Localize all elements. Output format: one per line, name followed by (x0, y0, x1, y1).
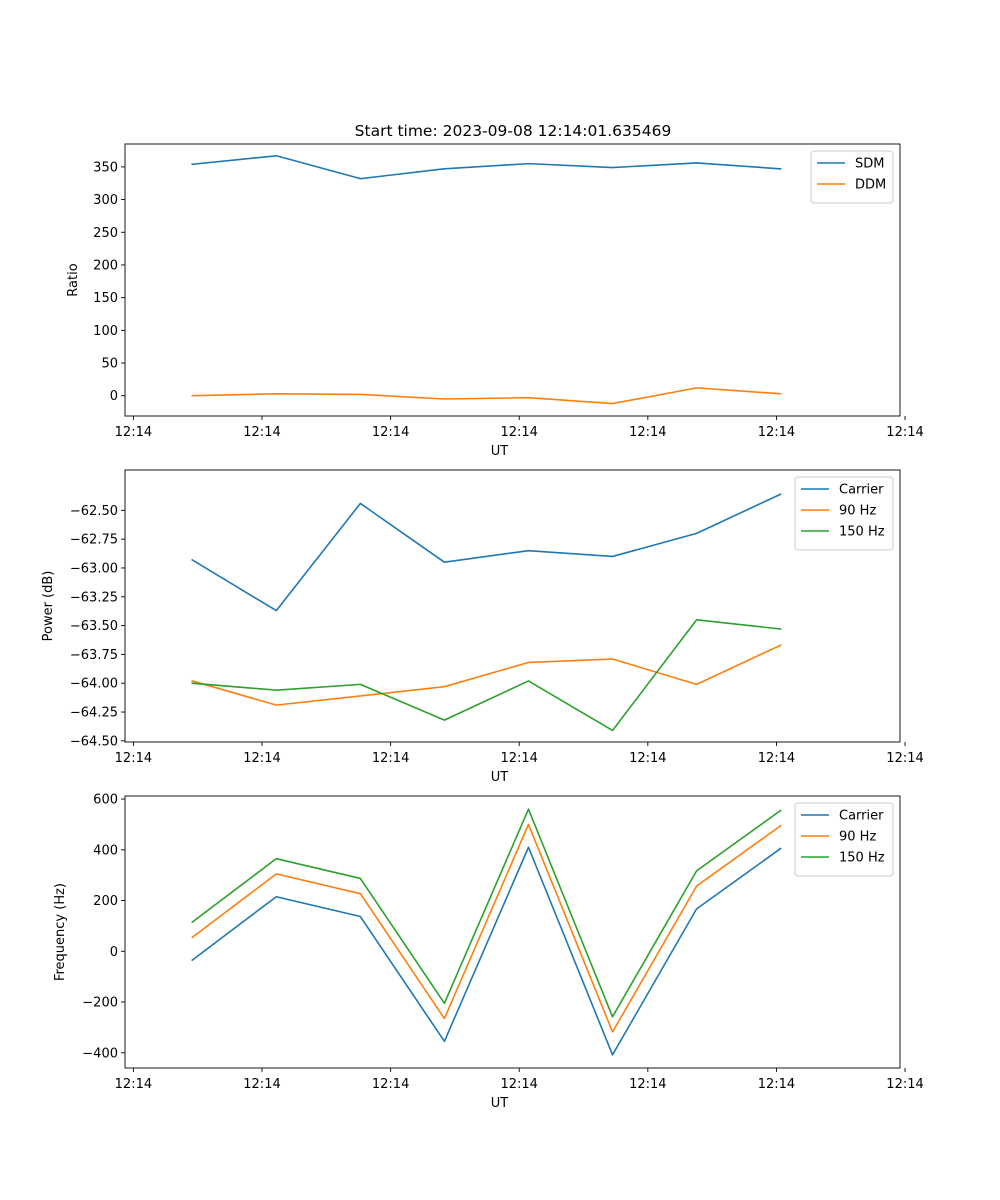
series-line-ddm (191, 387, 782, 405)
legend-label: 150 Hz (839, 851, 885, 866)
y-axis-label: Power (dB) (41, 571, 56, 642)
y-tick-label: −63.75 (70, 648, 118, 663)
series-line-sdm (191, 154, 782, 180)
x-tick-label: 12:14 (629, 425, 666, 440)
y-tick-label: −63.50 (70, 619, 118, 634)
series-line-90-hz (191, 644, 782, 706)
x-tick-label: 12:14 (886, 425, 923, 440)
y-tick-label: −63.25 (70, 590, 118, 605)
y-tick-label: 200 (93, 894, 118, 909)
axes-frame (124, 143, 901, 417)
y-tick-label: 0 (110, 945, 118, 960)
y-tick-label: 350 (93, 160, 118, 175)
legend-label: 150 Hz (839, 525, 885, 540)
y-tick-label: −400 (82, 1046, 118, 1061)
legend: Carrier 90 Hz 150 Hz (794, 802, 894, 877)
legend-label: 90 Hz (839, 830, 876, 845)
axes-frame (124, 469, 901, 743)
x-axis-label: UT (491, 444, 509, 459)
x-tick-label: 12:14 (243, 751, 280, 766)
x-tick-label: 12:14 (758, 751, 795, 766)
y-tick-label: 0 (110, 389, 118, 404)
x-tick-label: 12:14 (758, 1077, 795, 1092)
x-tick-label: 12:14 (115, 751, 152, 766)
axes-frame (124, 795, 901, 1069)
x-tick-label: 12:14 (115, 425, 152, 440)
x-tick-label: 12:14 (243, 1077, 280, 1092)
x-tick-label: 12:14 (115, 1077, 152, 1092)
x-tick-label: 12:14 (758, 425, 795, 440)
series-line-150-hz (191, 808, 782, 1018)
x-tick-label: 12:14 (500, 1077, 537, 1092)
y-tick-label: 250 (93, 226, 118, 241)
series-line-carrier (191, 493, 782, 612)
series-line-150-hz (191, 619, 782, 732)
x-axis-label: UT (491, 1096, 509, 1111)
y-tick-label: 400 (93, 843, 118, 858)
x-tick-label: 12:14 (243, 425, 280, 440)
legend: Carrier 90 Hz 150 Hz (794, 476, 894, 551)
y-axis-label: Ratio (66, 263, 81, 296)
x-tick-label: 12:14 (372, 751, 409, 766)
legend-label: SDM (855, 157, 884, 172)
chart-3: 12:14 12:14 12:14 12:14 12:14 12:14 12:14 −400 −… (53, 793, 924, 1111)
figure-title: Start time: 2023-09-08 12:14:01.635469 (355, 122, 672, 140)
x-tick-label: 12:14 (372, 1077, 409, 1092)
legend: SDM DDM (810, 150, 894, 204)
x-tick-label: 12:14 (886, 1077, 923, 1092)
y-tick-label: −62.75 (70, 533, 118, 548)
chart-2: 12:14 12:14 12:14 12:14 12:14 12:14 12:14 −64.5… (41, 469, 924, 785)
legend-label: Carrier (839, 483, 884, 498)
x-tick-label: 12:14 (886, 751, 923, 766)
legend-label: Carrier (839, 809, 884, 824)
y-tick-label: −200 (82, 996, 118, 1011)
x-tick-label: 12:14 (500, 751, 537, 766)
x-tick-label: 12:14 (500, 425, 537, 440)
y-tick-label: 300 (93, 193, 118, 208)
y-tick-label: −63.00 (70, 561, 118, 576)
y-tick-label: 200 (93, 258, 118, 273)
chart-1: 12:14 12:14 12:14 12:14 12:14 12:14 12:14 0 50 10… (66, 143, 924, 459)
x-tick-label: 12:14 (629, 751, 666, 766)
y-tick-label: −64.25 (70, 706, 118, 721)
y-tick-label: −64.00 (70, 677, 118, 692)
legend-label: DDM (855, 178, 886, 193)
y-tick-label: 50 (101, 357, 118, 372)
x-axis-label: UT (491, 770, 509, 785)
y-axis-label: Frequency (Hz) (53, 883, 68, 981)
y-tick-label: 100 (93, 324, 118, 339)
y-tick-label: 150 (93, 291, 118, 306)
x-tick-label: 12:14 (629, 1077, 666, 1092)
x-tick-label: 12:14 (372, 425, 409, 440)
y-tick-label: 600 (93, 793, 118, 808)
y-tick-label: −62.50 (70, 504, 118, 519)
series-line-90-hz (191, 823, 782, 1033)
legend-box (810, 150, 894, 204)
series-line-carrier (191, 846, 782, 1056)
legend-label: 90 Hz (839, 504, 876, 519)
y-tick-label: −64.50 (70, 734, 118, 749)
